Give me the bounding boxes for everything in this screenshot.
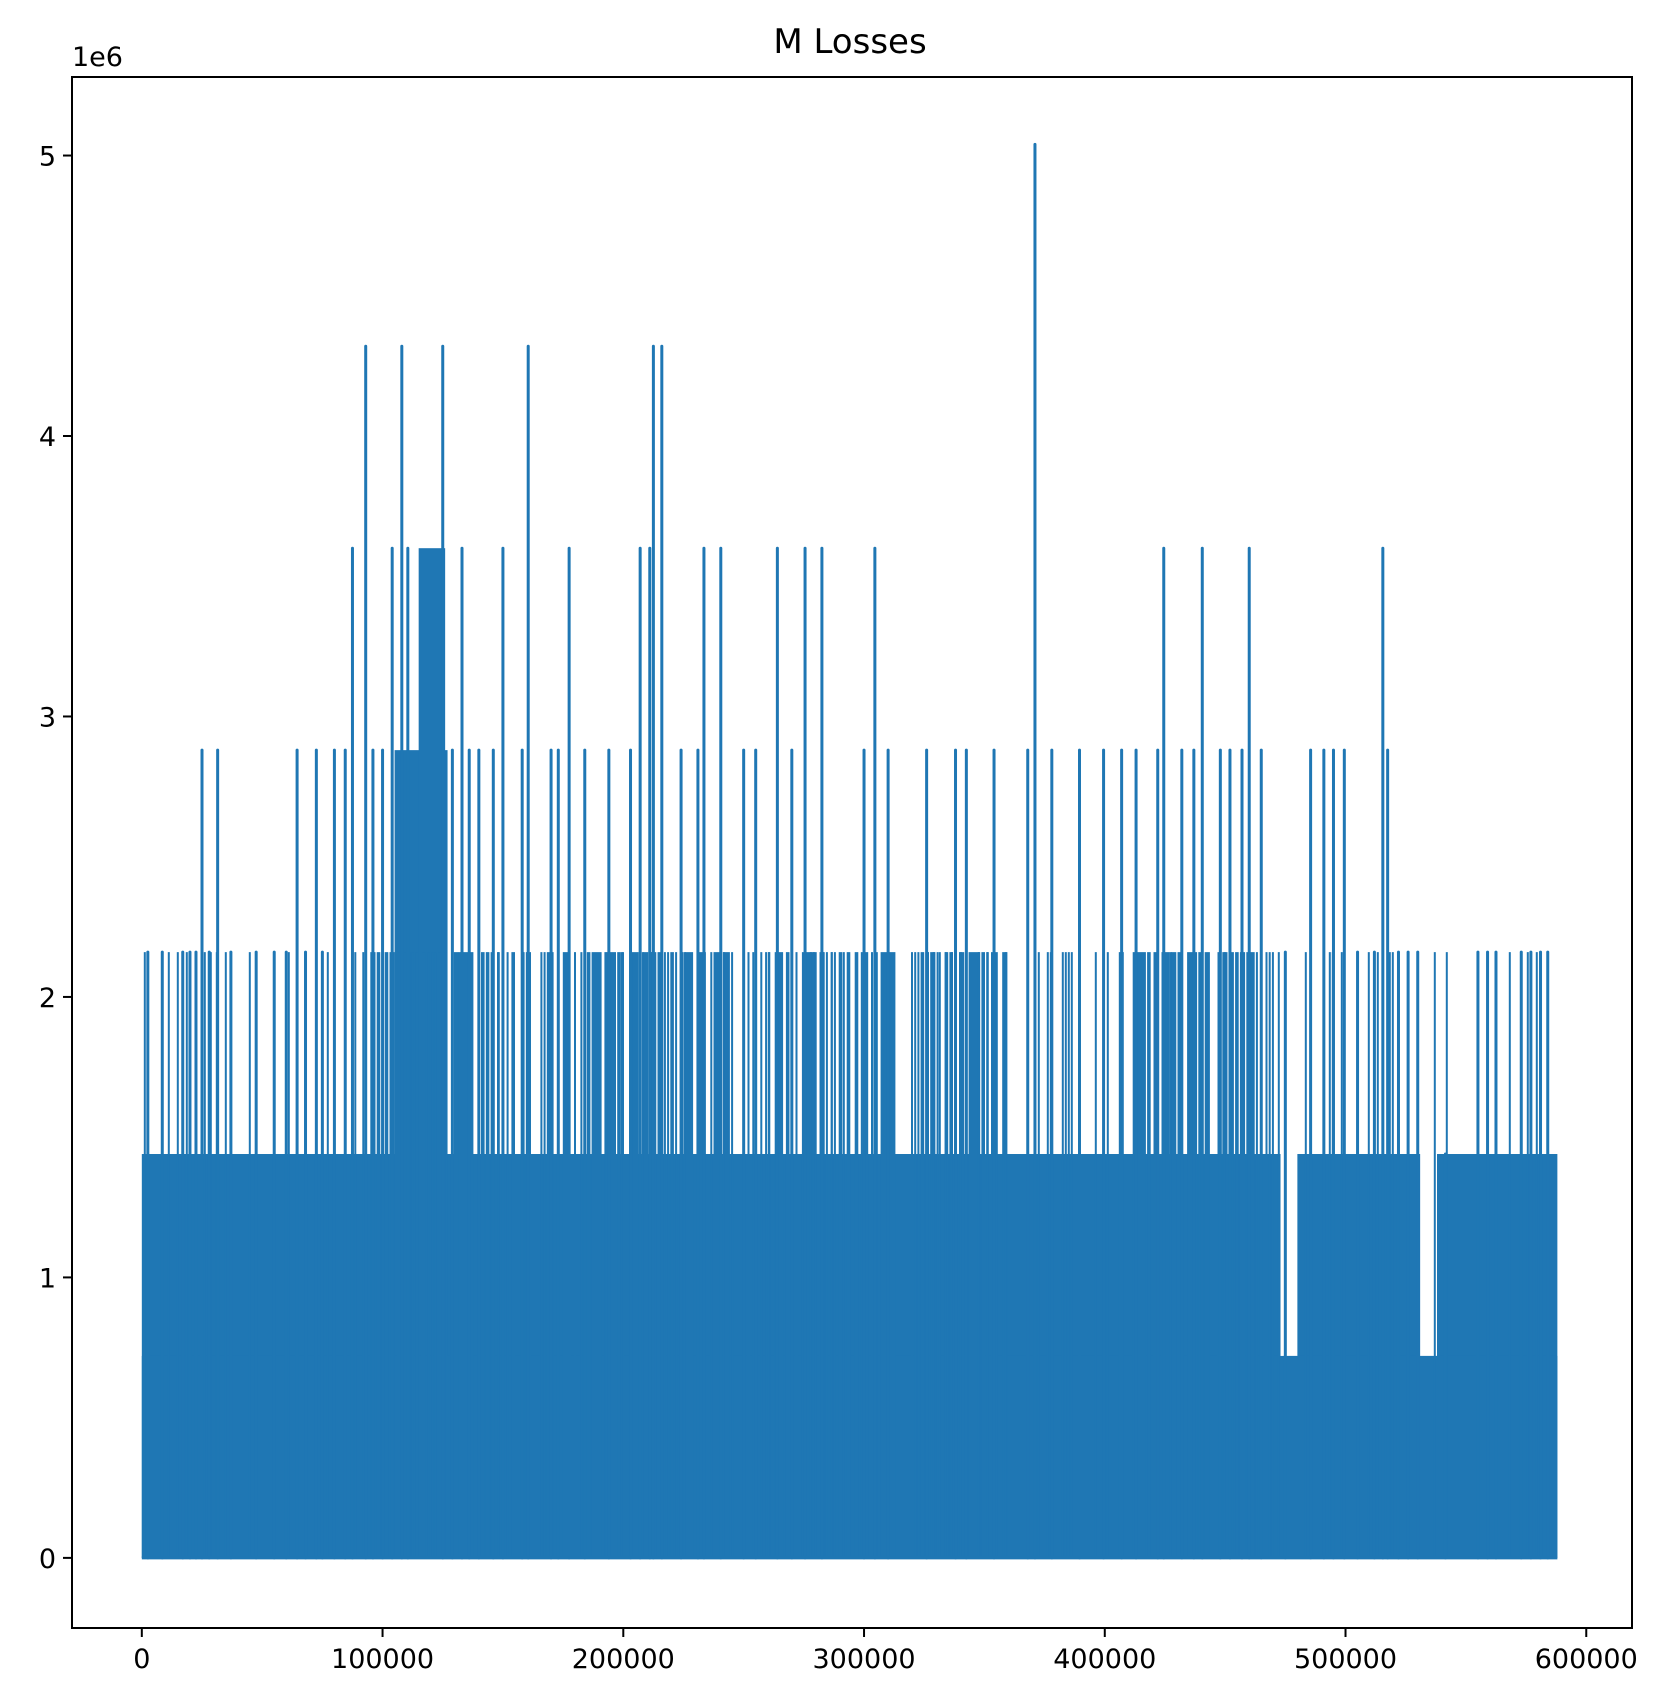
x-tick-label: 300000: [812, 1644, 915, 1675]
x-tick-label: 400000: [1053, 1644, 1156, 1675]
y-tick-label: 2: [39, 983, 56, 1014]
plot-frame: [71, 76, 1633, 1629]
series-scatter-strokes: [143, 952, 1538, 1558]
series-layer: [141, 142, 1558, 1560]
y-tick-label: 3: [39, 702, 56, 733]
y-tick-label: 1: [39, 1263, 56, 1294]
x-tick-label: 600000: [1535, 1644, 1638, 1675]
axes-layer: 0 100000 200000 300000 400000 500000 600000 0 1 2…: [39, 76, 1638, 1675]
y-tick-label: 4: [39, 422, 56, 453]
y-tick-label: 5: [39, 142, 56, 173]
y-tick-label: 0: [39, 1544, 56, 1575]
x-tick-label: 0: [133, 1644, 150, 1675]
x-tick-label: 100000: [331, 1644, 434, 1675]
chart-title: M Losses: [773, 22, 926, 62]
x-tick-label: 500000: [1294, 1644, 1397, 1675]
x-tick-label: 200000: [572, 1644, 675, 1675]
y-axis-offset-label: 1e6: [72, 42, 123, 73]
